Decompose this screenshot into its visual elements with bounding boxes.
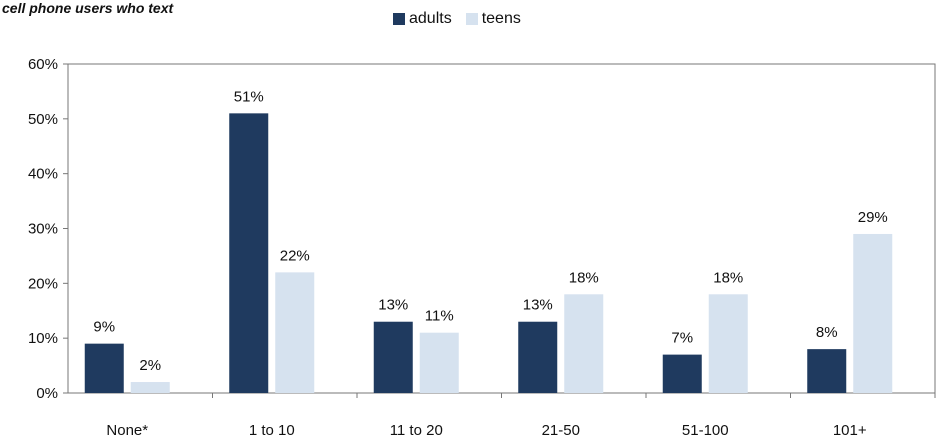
y-tick-label: 60% bbox=[28, 56, 58, 73]
data-label-adults-1: 51% bbox=[234, 88, 264, 105]
data-label-teens-5: 29% bbox=[858, 209, 888, 226]
x-tick-label: 1 to 10 bbox=[249, 422, 295, 439]
bar-adults-3 bbox=[518, 321, 558, 393]
chart-subtitle: cell phone users who text bbox=[2, 0, 174, 16]
y-tick-label: 50% bbox=[28, 111, 58, 128]
bar-teens-5 bbox=[853, 233, 893, 393]
bar-teens-2 bbox=[419, 332, 459, 393]
x-tick-label: 101+ bbox=[833, 422, 867, 439]
x-tick-label: 11 to 20 bbox=[390, 422, 443, 439]
bar-adults-0 bbox=[84, 343, 124, 393]
chart-legend: adults teens bbox=[393, 10, 535, 28]
bar-teens-1 bbox=[275, 272, 315, 393]
data-label-adults-2: 13% bbox=[378, 297, 408, 314]
legend-item-adults: adults bbox=[393, 10, 452, 28]
bar-adults-4 bbox=[662, 354, 702, 393]
x-tick-label: 21-50 bbox=[542, 422, 580, 439]
bar-teens-0 bbox=[130, 382, 170, 393]
data-label-adults-3: 13% bbox=[523, 297, 553, 314]
y-tick-label: 10% bbox=[28, 330, 58, 347]
legend-item-teens: teens bbox=[465, 10, 521, 28]
data-label-adults-5: 8% bbox=[816, 324, 838, 341]
data-label-teens-4: 18% bbox=[713, 269, 743, 286]
bar-adults-1 bbox=[229, 113, 269, 393]
y-tick-label: 40% bbox=[28, 166, 58, 183]
x-tick-label: None* bbox=[106, 422, 148, 439]
y-tick-label: 0% bbox=[36, 385, 58, 402]
y-tick-label: 30% bbox=[28, 221, 58, 238]
data-label-adults-4: 7% bbox=[671, 330, 693, 347]
legend-label-teens: teens bbox=[481, 10, 521, 27]
legend-label-adults: adults bbox=[409, 10, 452, 27]
data-label-teens-3: 18% bbox=[569, 269, 599, 286]
plot-frame bbox=[67, 63, 936, 394]
data-label-teens-1: 22% bbox=[280, 247, 310, 264]
legend-swatch-adults bbox=[393, 13, 405, 25]
x-tick-label: 51-100 bbox=[682, 422, 729, 439]
bar-adults-5 bbox=[807, 349, 847, 393]
bar-teens-4 bbox=[708, 294, 748, 393]
bar-adults-2 bbox=[373, 321, 413, 393]
legend-swatch-teens bbox=[465, 13, 478, 25]
data-label-adults-0: 9% bbox=[93, 319, 115, 336]
data-label-teens-2: 11% bbox=[425, 308, 454, 325]
data-label-teens-0: 2% bbox=[139, 357, 161, 374]
bar-teens-3 bbox=[564, 294, 604, 393]
y-tick-label: 20% bbox=[28, 275, 58, 292]
